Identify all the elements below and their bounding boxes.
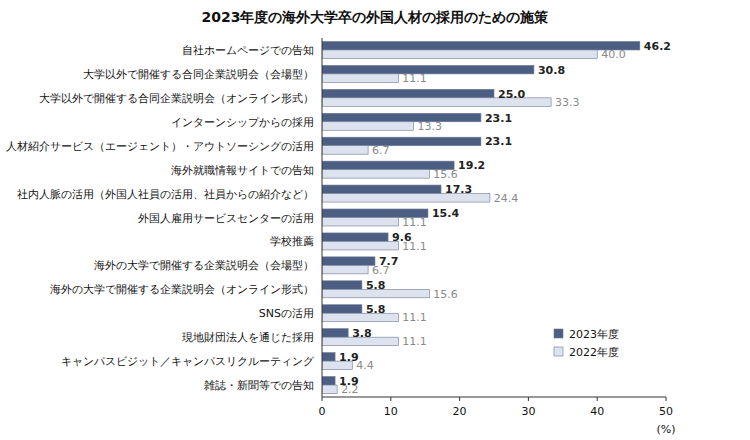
category-label: SNSの活用 — [259, 307, 314, 320]
tick-label: 50 — [659, 405, 673, 418]
tick-label: 30 — [521, 405, 535, 418]
bar — [322, 50, 597, 59]
bar — [322, 329, 348, 338]
y-axis — [322, 38, 323, 397]
category-label: 学校推薦 — [270, 235, 314, 248]
data-label: 11.1 — [402, 216, 427, 229]
bar — [322, 281, 362, 290]
bar — [322, 353, 335, 362]
bar — [322, 257, 375, 266]
data-label: 23.1 — [485, 112, 512, 125]
bar — [322, 89, 494, 98]
bar — [322, 305, 362, 314]
chart: 2023年度の海外大学卒の外国人材の採用のための施策 46.2 30.8 25.0 23… — [0, 0, 750, 440]
tick-label: 10 — [384, 405, 398, 418]
category-label: 雑誌・新聞等での告知 — [204, 379, 314, 392]
bar — [322, 218, 398, 227]
bar — [322, 233, 388, 242]
legend-label: 2023年度 — [569, 328, 619, 341]
data-label: 15.6 — [433, 288, 458, 301]
data-label: 23.1 — [485, 135, 512, 148]
data-label: 25.0 — [498, 88, 525, 101]
data-label: 5.8 — [366, 303, 386, 316]
category-label: 大学以外で開催する合同企業説明会（オンライン形式） — [39, 92, 314, 105]
bar — [322, 241, 398, 250]
tick — [666, 397, 667, 401]
axis-label: (%) — [656, 423, 675, 436]
category-label: キャンパスビジット／キャンパスリクルーティング — [61, 355, 315, 368]
legend-swatch — [554, 329, 563, 338]
category-label: 海外の大学で開催する企業説明会（会場型） — [94, 259, 314, 272]
legend-label: 2022年度 — [569, 346, 619, 359]
data-label: 3.8 — [352, 327, 372, 340]
data-label: 11.1 — [402, 311, 427, 324]
data-label: 4.4 — [356, 359, 374, 372]
tick — [390, 397, 391, 401]
data-label: 46.2 — [644, 40, 671, 53]
tick — [528, 397, 529, 401]
data-label: 11.1 — [402, 72, 427, 85]
bar — [322, 137, 481, 146]
data-label: 15.4 — [432, 207, 459, 220]
bar — [322, 146, 368, 155]
data-label: 11.1 — [402, 335, 427, 348]
bar — [322, 377, 335, 386]
category-label: 大学以外で開催する合同企業説明会（会場型） — [83, 68, 314, 81]
x-axis — [322, 397, 666, 398]
data-label: 11.1 — [402, 240, 427, 253]
data-label: 30.8 — [538, 64, 565, 77]
tick-label: 0 — [319, 405, 326, 418]
bar — [322, 170, 429, 179]
data-label: 5.8 — [366, 279, 386, 292]
category-label: 人材紹介サービス（エージェント）・アウトソーシングの活用 — [6, 140, 314, 153]
bar — [322, 65, 534, 74]
legend: 2023年度 2022年度 — [554, 328, 619, 359]
tick-label: 40 — [590, 405, 604, 418]
bar — [322, 122, 414, 130]
tick — [459, 397, 460, 401]
category-label: インターンシップからの採用 — [171, 116, 314, 129]
bar — [322, 113, 481, 122]
data-label: 40.0 — [601, 48, 626, 61]
bar — [322, 265, 368, 274]
data-labels: 46.230.825.023.123.119.217.315.49.67.75.… — [339, 40, 671, 397]
data-label: 13.3 — [418, 120, 443, 133]
data-label: 2.2 — [341, 383, 359, 396]
bar — [322, 385, 337, 394]
category-label: 社内人脈の活用（外国人社員の活用、社員からの紹介など） — [17, 188, 314, 201]
category-label: 海外の大学で開催する企業説明会（オンライン形式） — [50, 283, 314, 296]
category-label: 外国人雇用サービスセンターの活用 — [138, 212, 314, 225]
bar — [322, 41, 640, 50]
bar — [322, 74, 398, 83]
legend-swatch — [554, 347, 563, 356]
tick — [322, 397, 323, 401]
title: 2023年度の海外大学卒の外国人材の採用のための施策 — [202, 9, 550, 25]
category-label: 現地財団法人を通じた採用 — [182, 331, 314, 344]
data-label: 33.3 — [555, 96, 580, 109]
data-label: 15.6 — [433, 168, 458, 181]
tick-label: 20 — [453, 405, 467, 418]
data-label: 6.7 — [372, 264, 390, 277]
category-label: 海外就職情報サイトでの告知 — [171, 164, 314, 177]
bar — [322, 313, 398, 322]
data-label: 24.4 — [494, 192, 519, 205]
data-label: 17.3 — [445, 183, 472, 196]
category-label: 自社ホームページでの告知 — [182, 44, 314, 57]
data-label: 6.7 — [372, 144, 390, 157]
bar — [322, 185, 441, 194]
data-label: 19.2 — [458, 159, 485, 172]
tick — [597, 397, 598, 401]
bars — [322, 41, 640, 393]
